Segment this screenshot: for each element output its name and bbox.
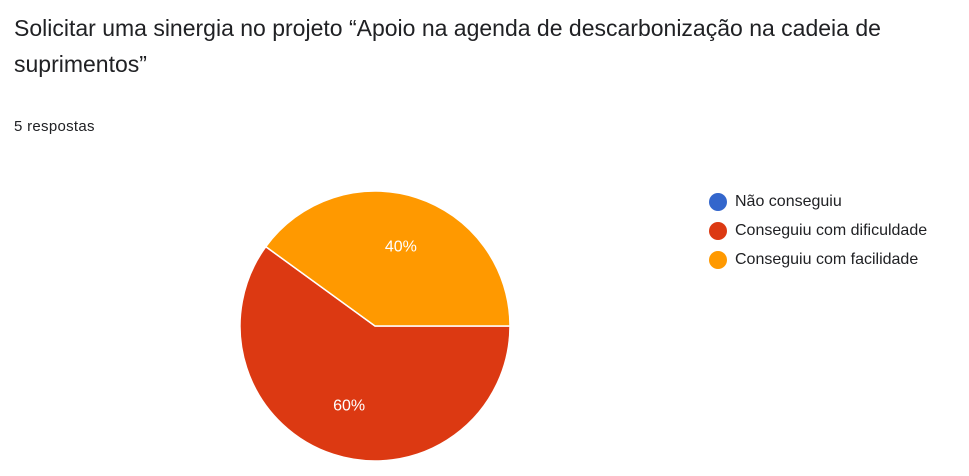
legend-swatch [709, 192, 727, 211]
legend-label: Não conseguiu [735, 192, 842, 210]
question-title: Solicitar uma sinergia no projeto “Apoio… [14, 15, 881, 77]
legend-item-2[interactable]: Conseguiu com facilidade [709, 245, 927, 274]
pie-slice-2[interactable] [264, 190, 511, 327]
legend-item-0[interactable]: Não conseguiu [709, 187, 927, 216]
pie-slice-label-2: 40% [385, 238, 417, 255]
legend-item-1[interactable]: Conseguiu com dificuldade [709, 216, 927, 245]
legend-swatch [709, 250, 727, 269]
legend-swatch [709, 221, 727, 240]
legend-label: Conseguiu com dificuldade [735, 221, 928, 239]
legend-label: Conseguiu com facilidade [735, 250, 919, 268]
pie-slice-label-1: 60% [333, 398, 365, 415]
chart-legend: Não conseguiu Conseguiu com dificuldade Co… [709, 187, 927, 274]
pie-slice-1[interactable] [239, 245, 511, 462]
response-count: 5 respostas [14, 118, 95, 135]
